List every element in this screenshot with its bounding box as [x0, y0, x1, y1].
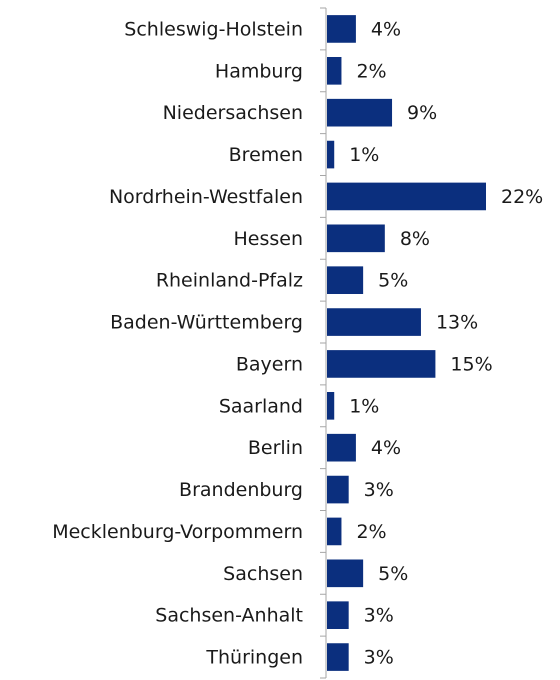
- value-label: 5%: [378, 270, 408, 292]
- category-label: Bayern: [236, 353, 303, 375]
- bar: [327, 559, 364, 588]
- value-label: 13%: [436, 312, 478, 334]
- category-label: Schleswig-Holstein: [124, 18, 303, 40]
- value-label: 3%: [364, 479, 394, 501]
- category-label: Baden-Württemberg: [110, 312, 303, 334]
- category-label: Thüringen: [205, 647, 303, 669]
- bar: [327, 391, 335, 420]
- value-label: 2%: [356, 60, 386, 82]
- category-label: Nordrhein-Westfalen: [109, 186, 303, 208]
- bar: [327, 517, 342, 546]
- bar: [327, 56, 342, 85]
- category-label: Rheinland-Pfalz: [156, 270, 303, 292]
- value-label: 3%: [364, 605, 394, 627]
- value-label: 22%: [501, 186, 543, 208]
- bar: [327, 15, 356, 43]
- value-label: 4%: [371, 437, 401, 459]
- bar: [327, 433, 356, 462]
- bar: [327, 182, 486, 211]
- bar: [327, 475, 349, 504]
- bar: [327, 308, 421, 336]
- category-label: Hessen: [233, 228, 303, 250]
- category-label: Berlin: [248, 437, 303, 459]
- category-label: Niedersachsen: [163, 102, 303, 124]
- value-label: 3%: [364, 647, 394, 669]
- category-label: Bremen: [229, 144, 303, 166]
- value-label: 5%: [378, 563, 408, 585]
- value-label: 1%: [349, 395, 379, 417]
- bar: [327, 98, 393, 127]
- bar: [327, 643, 349, 671]
- bar: [327, 601, 349, 630]
- bar: [327, 224, 385, 253]
- category-label: Sachsen: [223, 563, 303, 585]
- value-label: 4%: [371, 18, 401, 40]
- category-label: Saarland: [219, 395, 303, 417]
- value-label: 2%: [356, 521, 386, 543]
- value-label: 9%: [407, 102, 437, 124]
- category-label: Sachsen-Anhalt: [155, 605, 303, 627]
- bar: [327, 350, 436, 378]
- bar: [327, 140, 335, 169]
- value-label: 1%: [349, 144, 379, 166]
- bar: [327, 266, 364, 295]
- category-label: Hamburg: [215, 60, 303, 82]
- category-label: Brandenburg: [179, 479, 303, 501]
- value-label: 15%: [450, 353, 492, 375]
- value-label: 8%: [400, 228, 430, 250]
- category-label: Mecklenburg-Vorpommern: [52, 521, 303, 543]
